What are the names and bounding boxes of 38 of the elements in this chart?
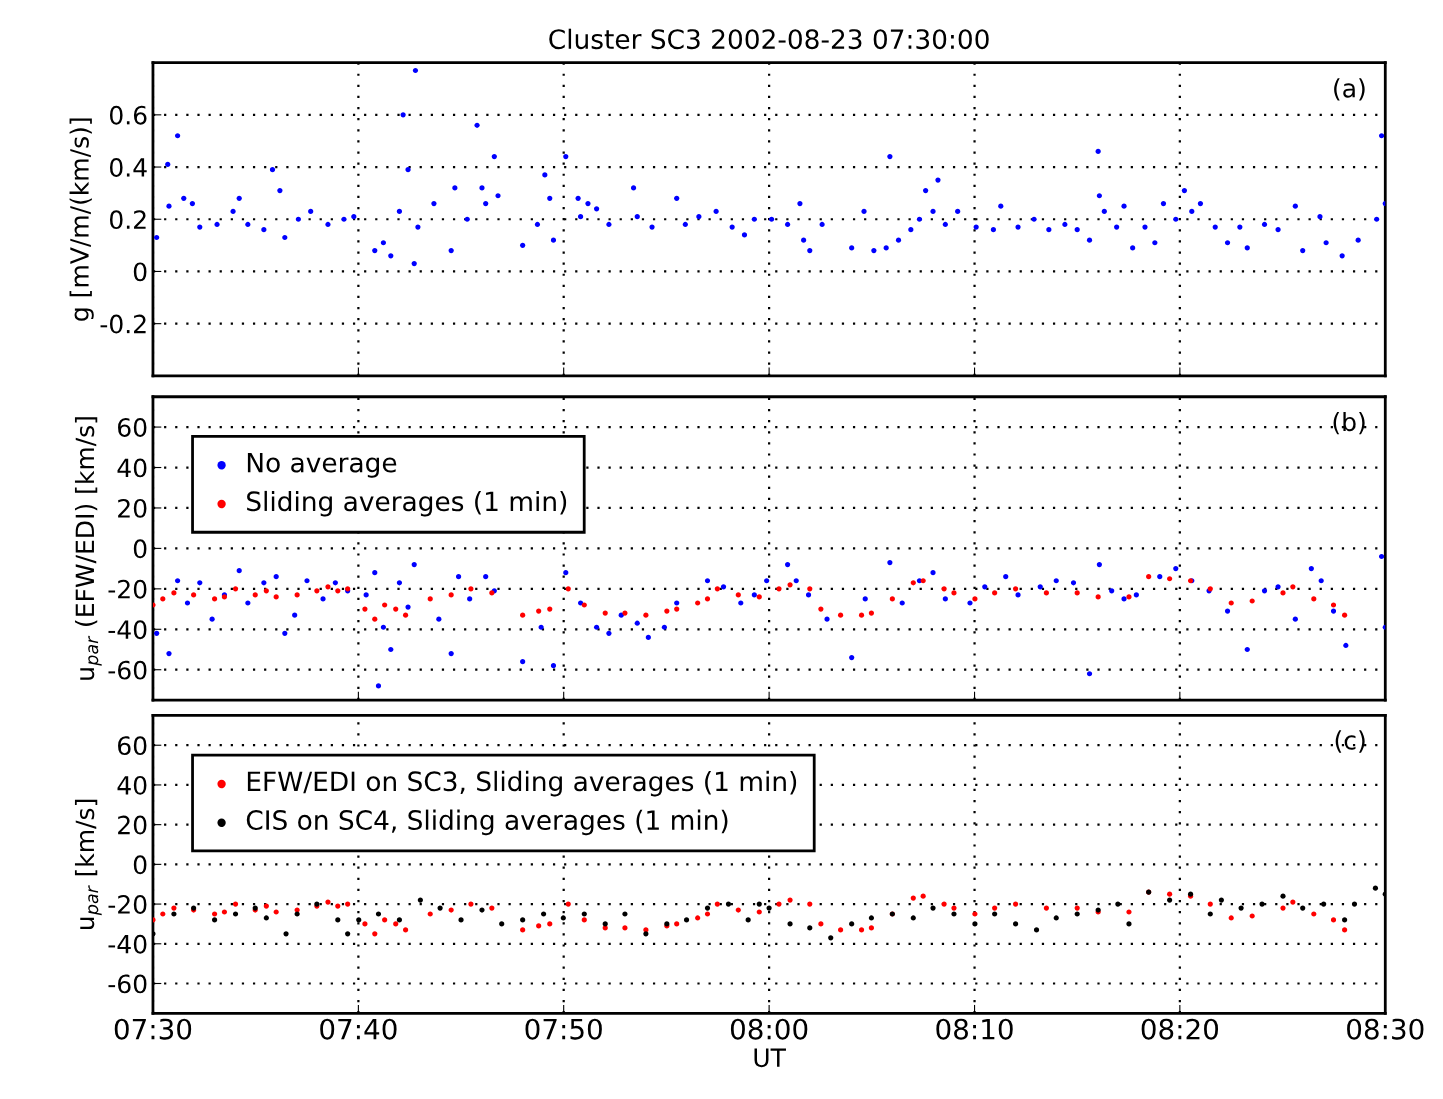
x-tick-label: 07:50 — [525, 1018, 602, 1040]
y-axis-title: g [mV/m/(km/s)] — [69, 118, 94, 321]
y-tick-label: 60 — [118, 418, 147, 437]
chart-title: Cluster SC3 2002-08-23 07:30:00 — [549, 28, 989, 50]
x-tick-label: 08:00 — [730, 1018, 808, 1040]
x-axis-title: UT — [754, 1048, 786, 1068]
y-tick-label: -60 — [108, 974, 147, 994]
legend-label: CIS on SC4, Sliding averages (1 min) — [246, 809, 728, 836]
y-tick-label: 20 — [118, 498, 147, 518]
y-tick-label: -20 — [108, 579, 147, 599]
y-tick-label: 40 — [117, 458, 147, 478]
y-tick-label: 0.6 — [109, 105, 147, 125]
y-tick-label: 40 — [117, 775, 147, 795]
y-tick-label: 0 — [133, 855, 147, 875]
y-tick-label: 20 — [118, 815, 147, 835]
legend-label: Sliding averages (1 min) — [247, 490, 567, 517]
y-axis-title: u$_{par}$ (EFW/EDI) [km/s] — [74, 417, 102, 680]
y-tick-label: -60 — [108, 660, 147, 680]
y-tick-label: 0 — [133, 539, 147, 559]
annotation: (c) — [1335, 730, 1365, 753]
legend-label: EFW/EDI on SC3, Sliding averages (1 min) — [247, 770, 797, 797]
y-axis-title: u$_{par}$ [km/s] — [74, 799, 102, 930]
x-tick-label: 08:10 — [936, 1018, 1013, 1040]
y-tick-label: 0.4 — [109, 157, 147, 177]
legend-label: No average — [247, 452, 397, 478]
y-tick-label: -40 — [108, 620, 147, 640]
y-tick-label: -40 — [108, 934, 147, 954]
x-tick-label: 07:30 — [114, 1018, 192, 1040]
y-tick-label: -20 — [108, 895, 147, 914]
x-tick-label: 08:30 — [1347, 1018, 1424, 1040]
annotation: (b) — [1333, 411, 1365, 435]
y-tick-label: 0 — [133, 262, 147, 282]
y-tick-label: -0.2 — [100, 314, 146, 334]
x-tick-label: 08:20 — [1141, 1018, 1219, 1040]
y-tick-label: 60 — [118, 736, 147, 756]
annotation: (a) — [1334, 78, 1365, 101]
y-tick-label: 0.2 — [109, 210, 146, 230]
x-tick-label: 07:40 — [320, 1018, 397, 1040]
